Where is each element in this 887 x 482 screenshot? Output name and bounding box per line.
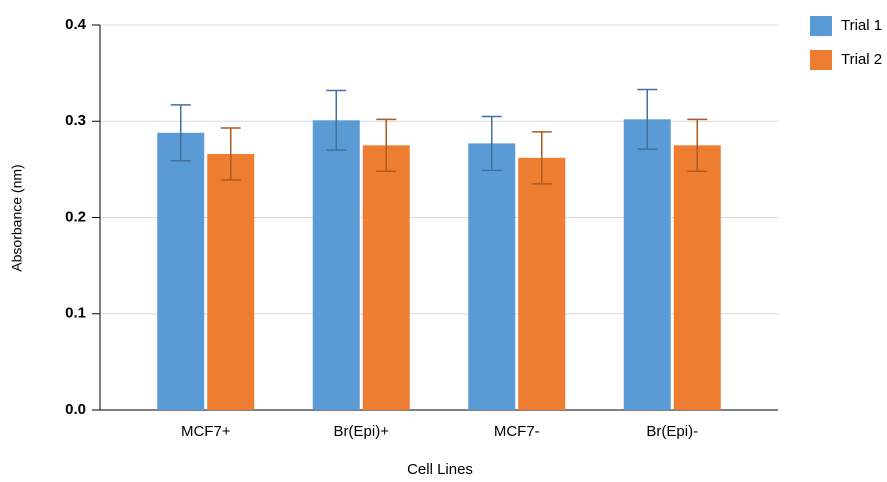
error-bar: [170, 104, 191, 162]
bar: [468, 143, 516, 410]
error-bar: [481, 115, 502, 172]
bar: [673, 145, 721, 410]
x-tick-label: Br(Epi)+: [334, 423, 390, 440]
y-tick-label: 0.3: [65, 112, 86, 129]
y-tick-label: 0.1: [65, 305, 86, 322]
y-tick-label: 0.2: [65, 208, 86, 225]
y-tick-label: 0.0: [65, 401, 86, 418]
x-tick-label: MCF7-: [494, 423, 540, 440]
error-bar: [220, 127, 241, 181]
legend-label: Trial 1: [841, 17, 882, 34]
error-bar: [376, 118, 397, 173]
bar: [623, 119, 671, 410]
x-tick-label: Br(Epi)-: [646, 423, 698, 440]
bar: [518, 157, 566, 410]
y-axis-title: Absorbance (nm): [9, 164, 25, 271]
bar: [312, 120, 360, 410]
legend-swatch: [810, 16, 832, 36]
x-tick-label: MCF7+: [181, 423, 231, 440]
error-bar: [531, 131, 552, 185]
bar: [362, 145, 410, 410]
x-axis-title: Cell Lines: [407, 461, 473, 478]
error-bar: [687, 118, 708, 173]
legend-label: Trial 2: [841, 51, 882, 68]
bar: [157, 132, 205, 411]
bar: [207, 153, 255, 410]
error-bar: [637, 88, 658, 150]
legend-swatch: [810, 50, 832, 70]
error-bar: [326, 89, 347, 151]
y-tick-label: 0.4: [65, 16, 87, 33]
